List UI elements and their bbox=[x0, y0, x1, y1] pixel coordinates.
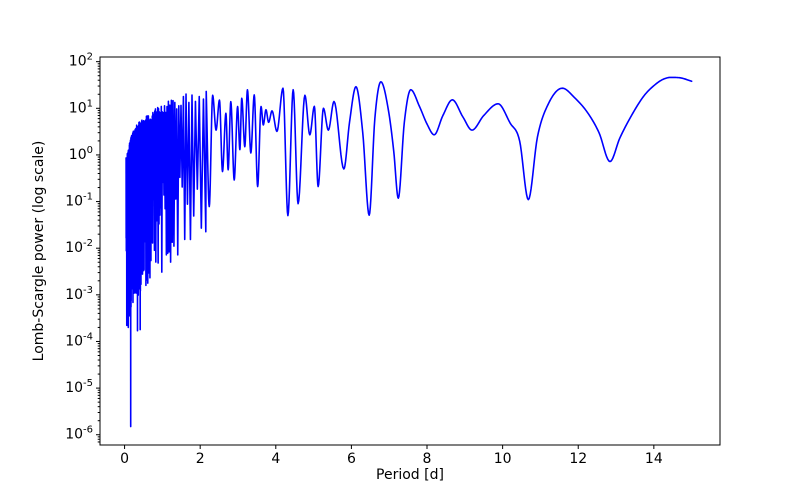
y-axis: 102 101 100 10-1 10-2 10-3 10-4 10-5 10-6 bbox=[65, 52, 100, 443]
x-tick-label: 2 bbox=[196, 451, 205, 467]
y-axis-label: Lomb-Scargle power (log scale) bbox=[31, 141, 47, 362]
axes: 0 2 4 6 8 10 12 14 102 101 100 10-1 10-2 10-3 10-4 10-5… bbox=[65, 52, 663, 467]
y-tick-label: 100 bbox=[69, 145, 93, 163]
plot-border bbox=[99, 56, 721, 446]
y-tick-label: 10-6 bbox=[65, 425, 93, 443]
x-axis-label: Period [d] bbox=[376, 467, 444, 483]
x-tick-label: 8 bbox=[423, 451, 432, 467]
x-tick-label: 4 bbox=[271, 451, 280, 467]
periodogram-line bbox=[125, 76, 693, 428]
x-tick-label: 12 bbox=[569, 451, 587, 467]
y-tick-label: 10-1 bbox=[65, 192, 93, 210]
y-tick-label: 102 bbox=[69, 52, 93, 70]
y-tick-label: 10-4 bbox=[65, 331, 93, 349]
x-tick-label: 0 bbox=[120, 451, 129, 467]
y-tick-label: 101 bbox=[69, 98, 93, 116]
x-tick-label: 6 bbox=[347, 451, 356, 467]
x-tick-label: 10 bbox=[494, 451, 512, 467]
x-tick-label: 14 bbox=[645, 451, 663, 467]
y-tick-label: 10-5 bbox=[65, 378, 93, 396]
y-tick-label: 10-2 bbox=[65, 238, 93, 256]
x-axis: 0 2 4 6 8 10 12 14 bbox=[120, 445, 663, 467]
y-tick-label: 10-3 bbox=[65, 285, 93, 303]
